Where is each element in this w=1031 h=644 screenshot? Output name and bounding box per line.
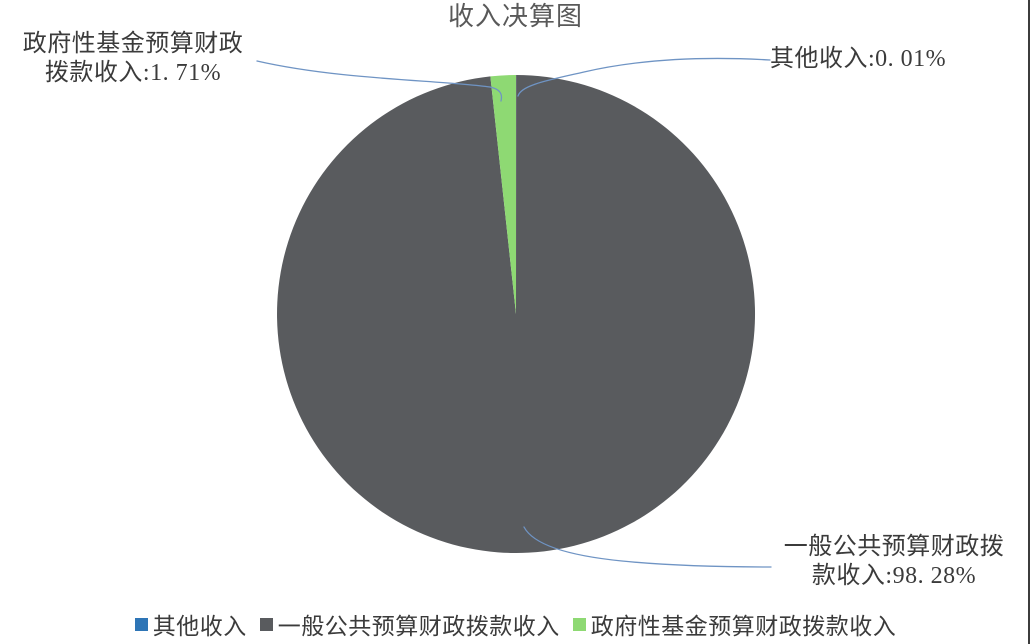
legend: 其他收入 一般公共预算财政拨款收入 政府性基金预算财政拨款收入 [0, 607, 1031, 641]
legend-item-general: 一般公共预算财政拨款收入 [259, 607, 560, 641]
leader-line-general [523, 526, 772, 568]
legend-label-gov-fund: 政府性基金预算财政拨款收入 [590, 614, 897, 639]
legend-swatch-gov-fund [572, 617, 586, 631]
page-right-border [1028, 0, 1030, 644]
leader-line-gov-fund [256, 60, 503, 102]
pie-slices [277, 74, 756, 553]
callout-other-text: 其他收入:0. 01% [770, 46, 947, 72]
callout-gov-fund-line1: 政府性基金预算财政 [22, 31, 244, 57]
callout-gov-fund-line2: 拨款收入:1. 71% [44, 60, 222, 86]
legend-item-gov-fund: 政府性基金预算财政拨款收入 [572, 607, 897, 641]
callout-other: 其他收入:0. 01% [770, 45, 946, 74]
legend-label-general: 一般公共预算财政拨款收入 [277, 614, 560, 639]
pie-slice-2 [490, 75, 516, 314]
callout-general-line2: 款收入:98. 28% [811, 563, 977, 589]
leader-line-other [517, 57, 771, 97]
pie-slice-1 [277, 75, 756, 553]
callout-gov-fund: 政府性基金预算财政 拨款收入:1. 71% [6, 30, 260, 88]
legend-item-other: 其他收入 [134, 607, 247, 641]
legend-swatch-general [259, 617, 273, 631]
legend-label-other: 其他收入 [152, 614, 247, 639]
legend-swatch-other [134, 617, 148, 631]
callout-general: 一般公共预算财政拨 款收入:98. 28% [768, 533, 1020, 591]
callout-general-line1: 一般公共预算财政拨 [783, 534, 1005, 560]
chart-title: 收入决算图 [447, 2, 583, 31]
